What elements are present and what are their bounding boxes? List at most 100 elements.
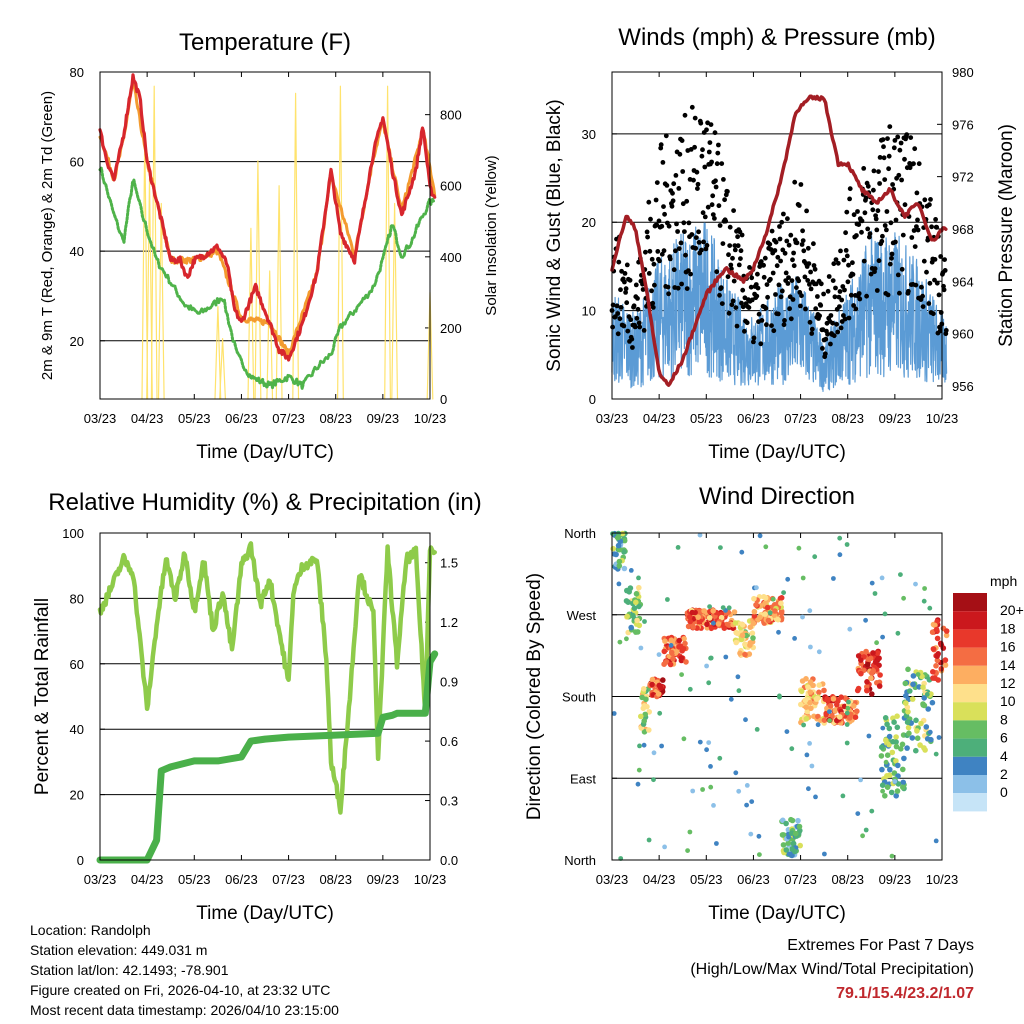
speed-legend: mph 20+ 18 16 14 12 10 8 6 4 2 0 [953, 573, 1024, 812]
gust-dot [718, 285, 724, 291]
direction-dot [690, 624, 696, 630]
gust-dot [715, 150, 721, 156]
direction-dot [870, 650, 876, 656]
direction-dot [796, 823, 803, 830]
humidity-y2tick-label: 0.9 [440, 675, 458, 690]
direction-dot [864, 661, 871, 668]
gust-dot [681, 220, 687, 226]
gust-dot [712, 216, 717, 221]
precip-line [96, 650, 439, 864]
temperature-xtick-label: 08/23 [319, 411, 352, 426]
gust-dot [624, 300, 630, 306]
gust-dot [911, 161, 916, 167]
gust-dot [882, 177, 888, 183]
gust-dot [937, 328, 943, 334]
direction-dot [613, 551, 619, 558]
gust-dot [735, 234, 740, 240]
gust-dot [675, 285, 681, 291]
gust-dot [667, 256, 673, 262]
direction-dot [711, 620, 716, 626]
direction-dot [635, 629, 641, 635]
direction-dot [900, 779, 906, 786]
direction-dot [679, 672, 684, 677]
gust-dot [773, 239, 779, 245]
direction-dot [806, 786, 811, 792]
direction-dot [662, 638, 668, 644]
gust-dot [834, 321, 839, 327]
direction-dot [690, 788, 696, 794]
gust-dot [615, 331, 621, 337]
direction-dot [659, 743, 664, 749]
gust-dot [885, 292, 891, 298]
direction-xtick-label: 10/23 [926, 872, 959, 887]
direction-dot [827, 703, 834, 709]
direction-dot [837, 552, 843, 558]
humidity-xtick-label: 09/23 [367, 872, 400, 887]
gust-dot [786, 242, 792, 248]
winds-y2tick-label: 956 [952, 379, 974, 394]
gust-dot [807, 319, 813, 325]
gust-dot [625, 328, 631, 334]
gust-dot [717, 292, 722, 298]
gust-dot [817, 313, 822, 319]
gust-dot [730, 255, 735, 261]
direction-dot [858, 777, 863, 783]
temperature-xtick-label: 10/23 [414, 411, 447, 426]
solar-insolation-spike [266, 270, 274, 400]
direction-ytick-label: East [570, 771, 596, 786]
gust-dot [654, 180, 660, 186]
direction-dot [735, 674, 741, 680]
direction-dot [789, 746, 795, 752]
direction-dot [910, 681, 916, 688]
gust-dot [720, 241, 726, 247]
gust-dot [722, 197, 727, 203]
direction-dot [796, 545, 802, 551]
gust-dot [692, 144, 697, 150]
gust-dot [733, 305, 739, 310]
gust-dot [660, 160, 666, 165]
gust-dot [731, 208, 736, 214]
gust-dot [674, 221, 679, 227]
gust-dot [713, 178, 718, 184]
direction-dot [809, 763, 815, 769]
gust-dot [679, 281, 684, 287]
gust-dot [719, 161, 725, 167]
gust-dot [900, 232, 906, 238]
gust-dot [805, 278, 811, 283]
direction-dot [765, 617, 772, 624]
direction-dot [638, 713, 644, 720]
gust-dot [898, 140, 904, 146]
gust-dot [655, 249, 661, 254]
gust-dot [610, 302, 616, 308]
gust-dot [689, 104, 695, 110]
direction-dot [660, 677, 666, 683]
gust-dot [700, 210, 706, 216]
winds-y2label: Station Pressure (Maroon) [996, 124, 1017, 347]
temperature-xtick-label: 07/23 [272, 411, 305, 426]
gust-dot [812, 266, 818, 272]
direction-dot [710, 608, 716, 614]
gust-dot [779, 219, 785, 225]
direction-dot [649, 676, 656, 683]
gust-dot [855, 209, 860, 214]
gust-dot [777, 224, 782, 229]
direction-dot [920, 684, 926, 690]
solar-insolation-spike [275, 185, 283, 400]
direction-dot [904, 719, 911, 725]
direction-dot [628, 624, 634, 631]
direction-dot [687, 829, 693, 835]
direction-dot [910, 673, 917, 679]
direction-dot [762, 595, 769, 601]
gust-dot [908, 135, 914, 141]
gust-dot [730, 298, 736, 304]
humidity-y2tick-label: 1.2 [440, 615, 458, 630]
gust-dot [800, 228, 805, 234]
direction-dot [801, 722, 806, 728]
direction-dot [913, 717, 919, 724]
winds-y2tick-label: 960 [952, 327, 974, 342]
direction-dot [762, 611, 768, 617]
gust-dot [751, 339, 756, 345]
gust-dot [772, 248, 778, 253]
gust-dot [803, 306, 808, 312]
